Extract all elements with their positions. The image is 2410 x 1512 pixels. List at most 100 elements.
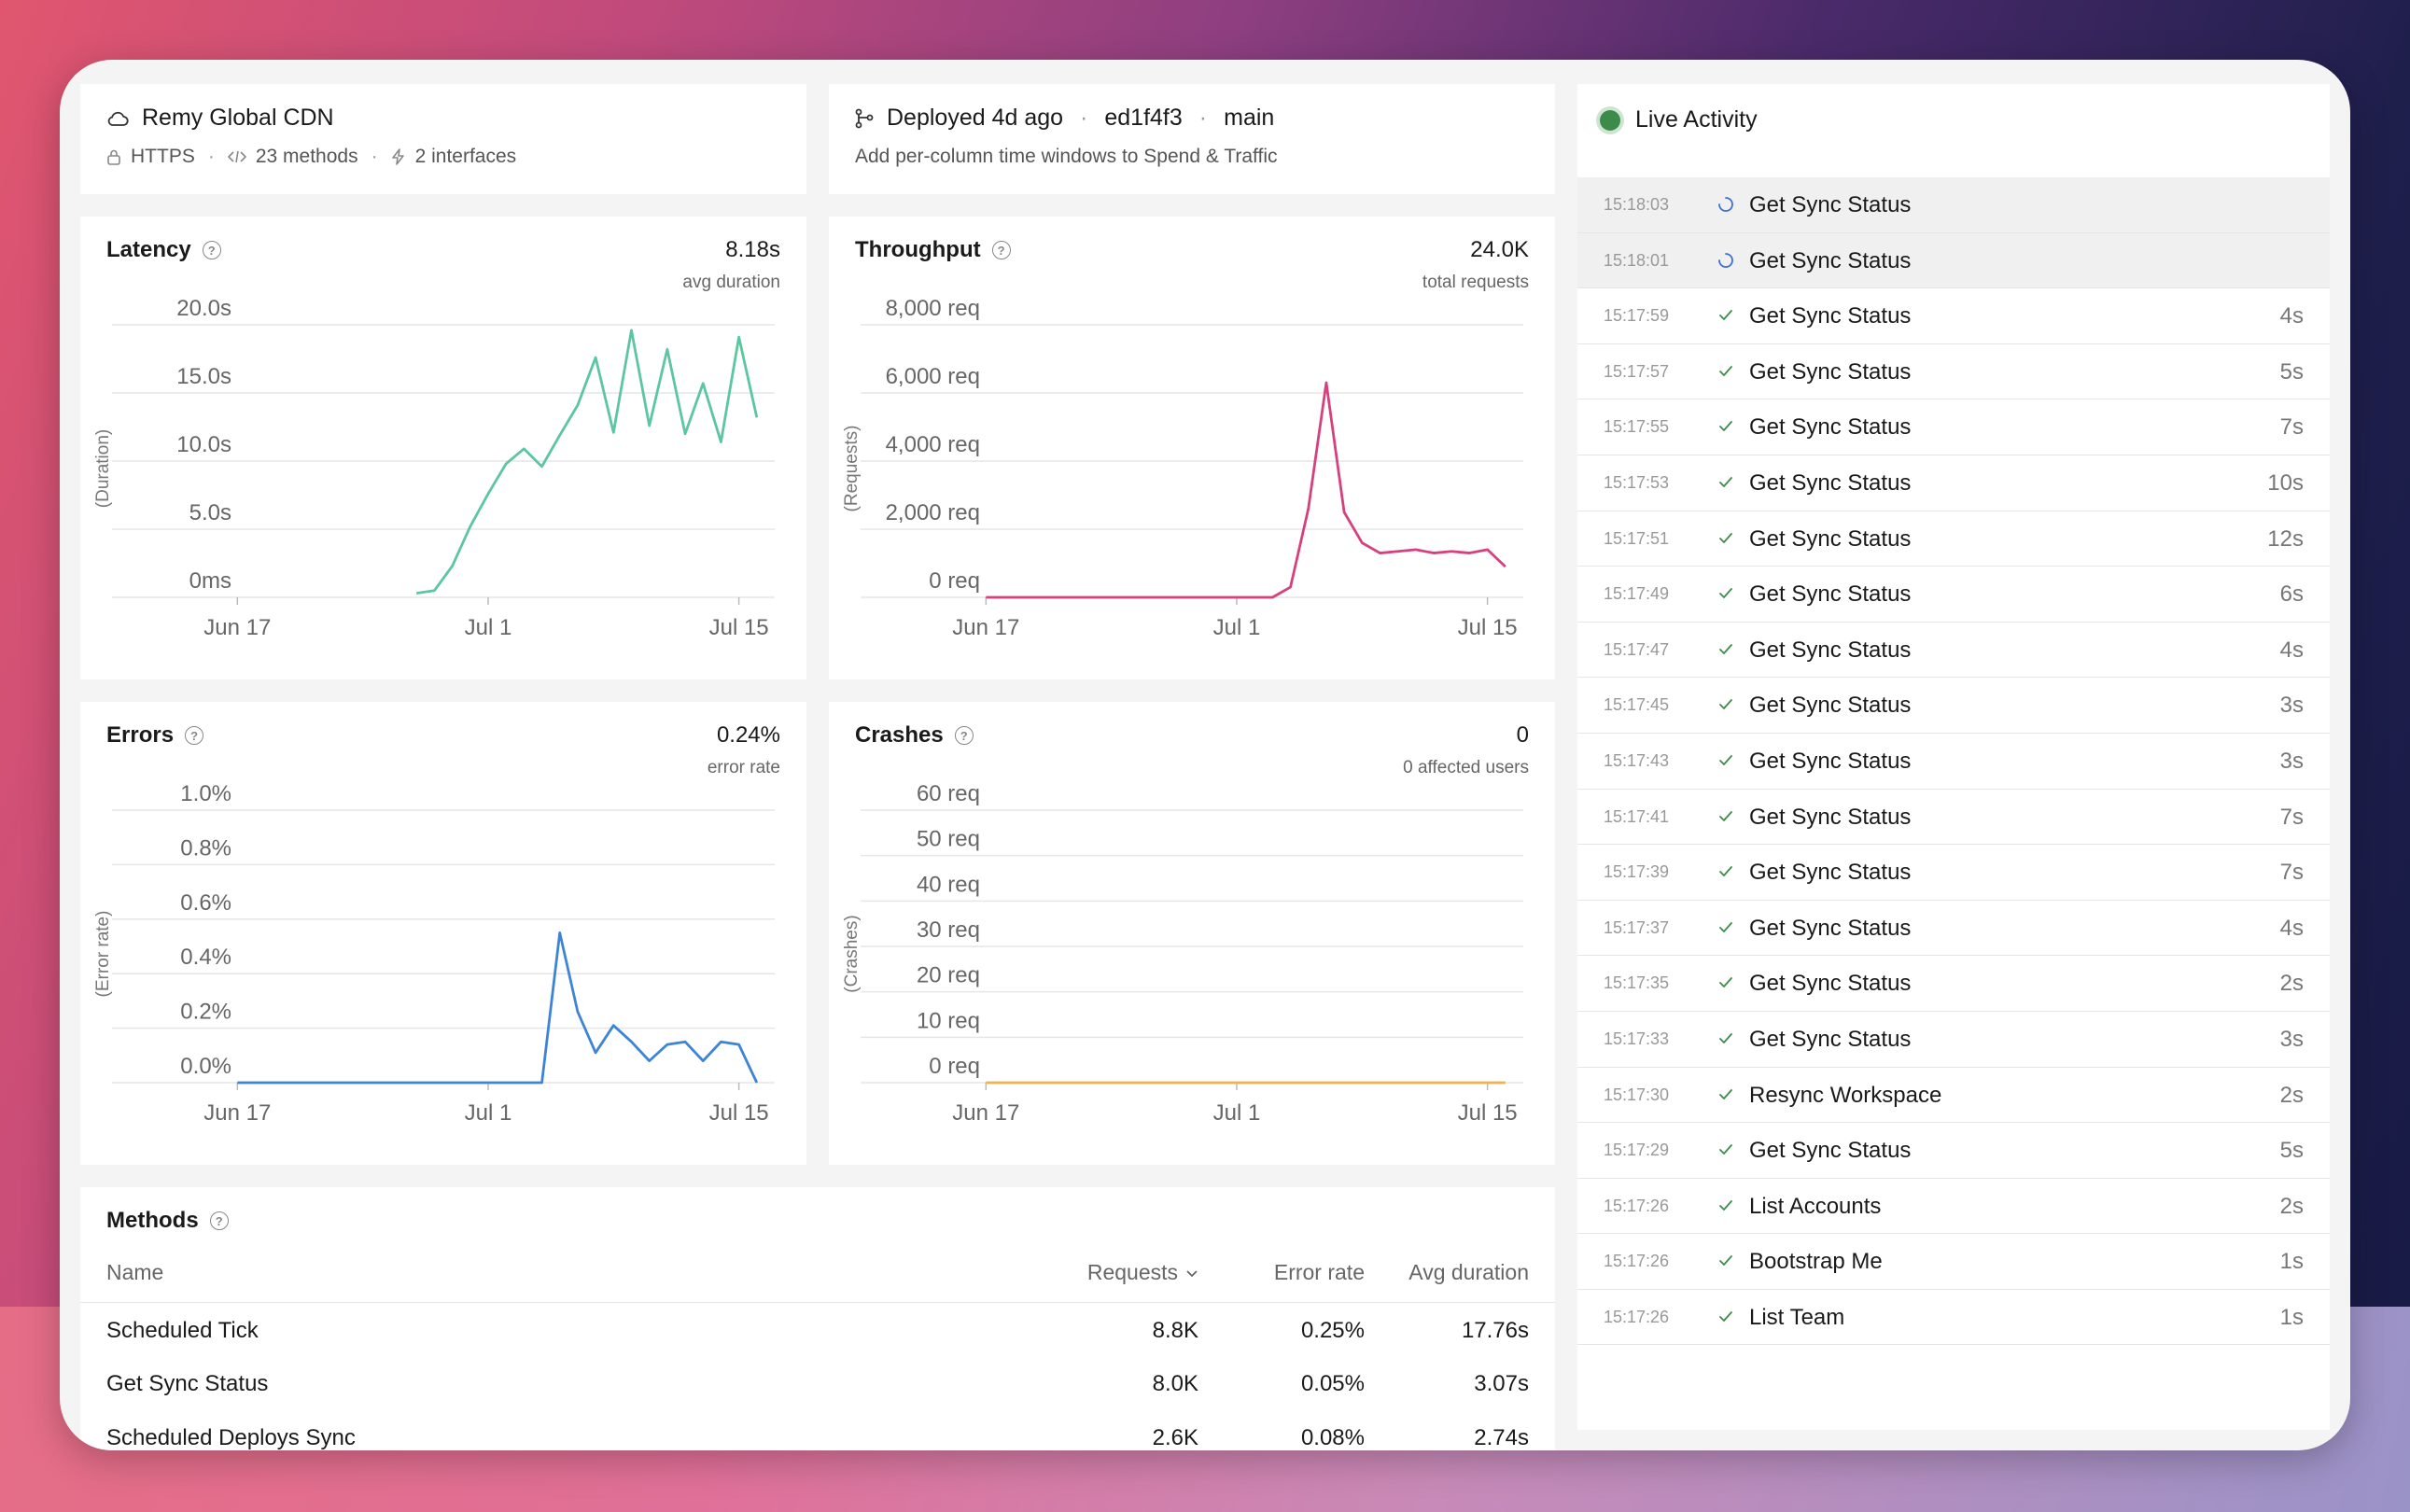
check-icon [1716, 528, 1736, 549]
activity-duration: 3s [2279, 1026, 2304, 1052]
col-header-requests[interactable]: Requests [1087, 1260, 1198, 1285]
live-activity-item[interactable]: 15:17:47 Get Sync Status 4s [1577, 623, 2330, 679]
activity-name: Get Sync Status [1749, 804, 1912, 830]
col-header-avg-duration[interactable]: Avg duration [1408, 1260, 1529, 1284]
table-row[interactable]: Scheduled Tick 8.8K 0.25% 17.76s [80, 1302, 1555, 1356]
live-activity-item[interactable]: 15:17:53 Get Sync Status 10s [1577, 455, 2330, 511]
activity-name: Get Sync Status [1749, 971, 1912, 997]
activity-duration: 7s [2279, 414, 2304, 441]
activity-name: Get Sync Status [1749, 414, 1912, 441]
activity-time: 15:17:39 [1604, 862, 1670, 882]
activity-duration: 4s [2279, 637, 2304, 663]
separator: · [1080, 105, 1088, 131]
activity-time: 15:17:49 [1604, 584, 1670, 604]
live-activity-item[interactable]: 15:18:03 Get Sync Status [1577, 177, 2330, 233]
crashes-sub: 0 affected users [1403, 758, 1529, 777]
live-activity-list: 15:18:03 Get Sync Status 15:18:01 Get Sync … [1577, 177, 2330, 1346]
live-activity-item[interactable]: 15:17:26 Bootstrap Me 1s [1577, 1234, 2330, 1290]
latency-title-text: Latency [106, 237, 191, 262]
live-activity-item[interactable]: 15:17:49 Get Sync Status 6s [1577, 567, 2330, 623]
method-avg-duration: 3.07s [1474, 1371, 1529, 1396]
help-icon[interactable]: ? [209, 1211, 229, 1230]
live-activity-panel: Live Activity 15:18:03 Get Sync Status 15:… [1577, 84, 2330, 1430]
x-tick-label: Jun 17 [203, 615, 271, 640]
y-tick-label: 0 req [929, 568, 980, 594]
live-activity-item[interactable]: 15:18:01 Get Sync Status [1577, 232, 2330, 289]
col-header-error-rate[interactable]: Error rate [1273, 1260, 1365, 1284]
col-header-name[interactable]: Name [106, 1260, 164, 1284]
commit-message: Add per-column time windows to Spend & T… [855, 146, 1278, 167]
live-activity-item[interactable]: 15:17:37 Get Sync Status 4s [1577, 901, 2330, 957]
activity-duration: 3s [2279, 748, 2304, 774]
spinner-icon [1716, 250, 1736, 271]
help-icon[interactable]: ? [991, 241, 1011, 259]
activity-name: Get Sync Status [1749, 637, 1912, 663]
branch-name: main [1224, 105, 1275, 131]
check-icon [1716, 1307, 1736, 1327]
live-activity-item[interactable]: 15:17:33 Get Sync Status 3s [1577, 1012, 2330, 1068]
cloud-icon [106, 110, 129, 127]
live-activity-item[interactable]: 15:17:26 List Team 1s [1577, 1290, 2330, 1346]
activity-duration: 12s [2267, 525, 2304, 552]
check-icon [1716, 861, 1736, 882]
protocol-label: HTTPS [131, 146, 195, 167]
y-tick-label: 50 req [917, 827, 980, 852]
activity-time: 15:17:43 [1604, 750, 1670, 770]
live-activity-item[interactable]: 15:17:41 Get Sync Status 7s [1577, 790, 2330, 846]
errors-title-text: Errors [106, 722, 175, 748]
live-activity-item[interactable]: 15:17:51 Get Sync Status 12s [1577, 511, 2330, 567]
x-tick-label: Jul 15 [709, 615, 769, 640]
y-tick-label: 8,000 req [886, 296, 980, 321]
live-activity-item[interactable]: 15:17:30 Resync Workspace 2s [1577, 1068, 2330, 1124]
live-activity-item[interactable]: 15:17:57 Get Sync Status 5s [1577, 344, 2330, 400]
help-icon[interactable]: ? [954, 726, 974, 745]
activity-name: Get Sync Status [1749, 469, 1912, 496]
live-activity-title: Live Activity [1635, 106, 1758, 133]
y-tick-label: 0.8% [180, 835, 231, 861]
live-activity-item[interactable]: 15:17:39 Get Sync Status 7s [1577, 845, 2330, 901]
spinner-icon [1716, 194, 1736, 215]
live-activity-item[interactable]: 15:17:26 List Accounts 2s [1577, 1179, 2330, 1235]
activity-time: 15:18:01 [1604, 250, 1670, 270]
throughput-value: 24.0K [1470, 237, 1529, 262]
help-icon[interactable]: ? [202, 241, 221, 259]
errors-card: Errors ? 0.24% error rate 0.0% 0.2% 0.4% 0.… [80, 702, 806, 1165]
activity-time: 15:17:26 [1604, 1307, 1670, 1326]
lock-icon [106, 148, 121, 165]
check-icon [1716, 806, 1736, 827]
activity-duration: 5s [2279, 358, 2304, 385]
table-row[interactable]: Scheduled Deploys Sync 2.6K 0.08% 2.74s [80, 1410, 1555, 1450]
table-row[interactable]: Get Sync Status 8.0K 0.05% 3.07s [80, 1356, 1555, 1410]
check-icon [1716, 917, 1736, 938]
activity-name: Resync Workspace [1749, 1082, 1942, 1108]
y-tick-label: 1.0% [180, 781, 231, 806]
service-meta: HTTPS · 23 methods · 2 interfaces [106, 146, 516, 168]
deploy-status: Deployed 4d ago [887, 105, 1064, 131]
activity-name: Get Sync Status [1749, 748, 1912, 774]
activity-time: 15:17:30 [1604, 1085, 1670, 1104]
activity-duration: 4s [2279, 915, 2304, 941]
activity-name: Get Sync Status [1749, 358, 1912, 385]
activity-name: Get Sync Status [1749, 860, 1912, 886]
method-requests: 2.6K [1152, 1425, 1198, 1450]
crashes-title: Crashes ? [855, 722, 974, 749]
live-activity-item[interactable]: 15:17:29 Get Sync Status 5s [1577, 1123, 2330, 1179]
activity-name: Get Sync Status [1749, 1138, 1912, 1164]
live-activity-header: Live Activity [1600, 106, 1758, 133]
latency-card: Latency ? 8.18s avg duration 0ms 5.0s 10.0… [80, 217, 806, 679]
y-tick-label: 10 req [917, 1008, 980, 1033]
commit-hash[interactable]: ed1f4f3 [1104, 105, 1183, 131]
series-line [237, 931, 759, 1085]
latency-value: 8.18s [725, 237, 780, 262]
crashes-title-text: Crashes [855, 722, 944, 748]
live-activity-item[interactable]: 15:17:35 Get Sync Status 2s [1577, 956, 2330, 1012]
method-error-rate: 0.08% [1300, 1425, 1365, 1450]
check-icon [1716, 639, 1736, 660]
live-activity-item[interactable]: 15:17:59 Get Sync Status 4s [1577, 288, 2330, 344]
help-icon[interactable]: ? [185, 726, 204, 745]
live-activity-item[interactable]: 15:17:45 Get Sync Status 3s [1577, 678, 2330, 734]
method-error-rate: 0.05% [1300, 1371, 1365, 1396]
live-activity-item[interactable]: 15:17:43 Get Sync Status 3s [1577, 734, 2330, 790]
crashes-card: Crashes ? 0 0 affected users 0 req 10 req… [829, 702, 1555, 1165]
live-activity-item[interactable]: 15:17:55 Get Sync Status 7s [1577, 399, 2330, 455]
